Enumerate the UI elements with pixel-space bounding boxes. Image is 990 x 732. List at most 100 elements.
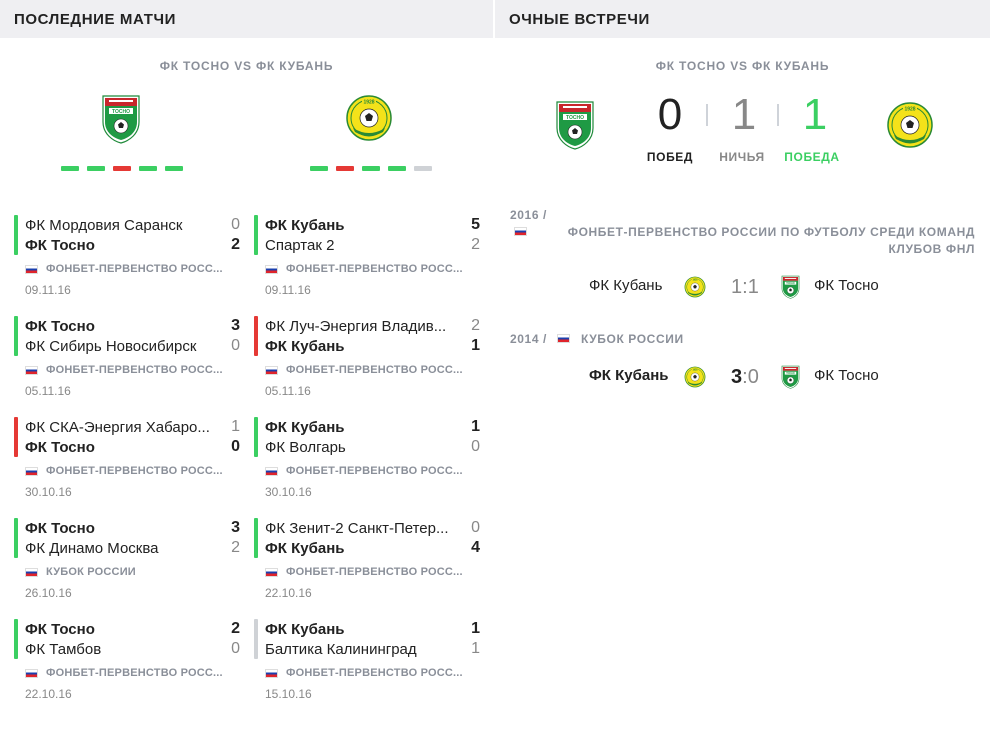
form-result-win bbox=[61, 166, 79, 171]
russia-flag-icon bbox=[265, 365, 278, 375]
team-score: 1 bbox=[471, 418, 480, 435]
form-result-win bbox=[388, 166, 406, 171]
match-item[interactable]: ФК Луч-Энергия Владив... 2 ФК Кубань 1 ФОНБЕ… bbox=[254, 314, 482, 402]
competition[interactable]: ФОНБЕТ-ПЕРВЕНСТВО РОСС... bbox=[25, 667, 241, 679]
score-home: 3 bbox=[731, 366, 743, 388]
form-result-loss bbox=[113, 166, 131, 171]
russia-flag-icon bbox=[25, 264, 38, 274]
match-item[interactable]: ФК СКА-Энергия Хабаро... 1 ФК Тосно 0 ФОНБЕТ… bbox=[14, 415, 242, 503]
result-bar bbox=[14, 619, 18, 659]
result-bar bbox=[254, 518, 258, 558]
team-score: 1 bbox=[471, 337, 480, 354]
away-form-indicator bbox=[310, 166, 432, 171]
team-score: 2 bbox=[231, 236, 240, 253]
game-competition[interactable]: КУБОК РОССИИ bbox=[581, 332, 684, 346]
head-to-head-header: ОЧНЫЕ ВСТРЕЧИ bbox=[495, 0, 990, 38]
competition[interactable]: ФОНБЕТ-ПЕРВЕНСТВО РОСС... bbox=[25, 364, 241, 376]
stat-separator bbox=[706, 104, 708, 126]
competition-name: ФОНБЕТ-ПЕРВЕНСТВО РОСС... bbox=[286, 566, 463, 578]
team-name: ФК Кубань bbox=[265, 419, 345, 436]
match-item[interactable]: ФК Кубань 1 Балтика Калининград 1 ФОНБЕТ-ПЕР… bbox=[254, 617, 482, 705]
result-bar bbox=[254, 619, 258, 659]
competition[interactable]: ФОНБЕТ-ПЕРВЕНСТВО РОСС... bbox=[265, 566, 481, 578]
match-item[interactable]: ФК Зенит-2 Санкт-Петер... 0 ФК Кубань 4 ФОНБ… bbox=[254, 516, 482, 604]
competition-name: ФОНБЕТ-ПЕРВЕНСТВО РОСС... bbox=[286, 667, 463, 679]
home-form-indicator bbox=[61, 166, 183, 171]
team-score: 0 bbox=[471, 438, 480, 455]
competition-line: ФОНБЕТ-ПЕРВЕНСТВО РОССИИ ПО ФУТБОЛУ СРЕД… bbox=[567, 225, 975, 239]
match-item[interactable]: ФК Мордовия Саранск 0 ФК Тосно 2 ФОНБЕТ-ПЕРВ… bbox=[14, 213, 242, 301]
match-item[interactable]: ФК Тосно 2 ФК Тамбов 0 ФОНБЕТ-ПЕРВЕНСТВО РОС… bbox=[14, 617, 242, 705]
game-home-team[interactable]: ФК Кубань bbox=[589, 277, 663, 294]
team-name: ФК Луч-Энергия Владив... bbox=[265, 318, 447, 335]
competition[interactable]: ФОНБЕТ-ПЕРВЕНСТВО РОСС... bbox=[265, 667, 481, 679]
match-item[interactable]: ФК Кубань 1 ФК Волгарь 0 ФОНБЕТ-ПЕРВЕНСТВО Р… bbox=[254, 415, 482, 503]
team-name: ФК Тосно bbox=[25, 237, 95, 254]
tosno-crest-icon bbox=[781, 364, 800, 389]
team-score: 0 bbox=[231, 216, 240, 233]
match-date: 30.10.16 bbox=[265, 485, 312, 499]
team-name: ФК Тосно bbox=[25, 439, 95, 456]
match-item[interactable]: ФК Тосно 3 ФК Динамо Москва 2 КУБОК РОССИИ 26… bbox=[14, 516, 242, 604]
team-name: ФК Мордовия Саранск bbox=[25, 217, 183, 234]
competition[interactable]: ФОНБЕТ-ПЕРВЕНСТВО РОСС... bbox=[265, 465, 481, 477]
competition-name: ФОНБЕТ-ПЕРВЕНСТВО РОСС... bbox=[46, 667, 223, 679]
result-bar bbox=[14, 518, 18, 558]
competition[interactable]: ФОНБЕТ-ПЕРВЕНСТВО РОСС... bbox=[265, 263, 481, 275]
result-bar bbox=[254, 417, 258, 457]
game-score[interactable]: 1:1 bbox=[731, 276, 759, 298]
match-date: 26.10.16 bbox=[25, 586, 72, 600]
head-to-head-panel: ОЧНЫЕ ВСТРЕЧИ ФК ТОСНО VS ФК КУБАНЬ 0 1 … bbox=[495, 0, 990, 732]
russia-flag-icon bbox=[265, 264, 278, 274]
match-item[interactable]: ФК Кубань 5 Спартак 2 2 ФОНБЕТ-ПЕРВЕНСТВО РО… bbox=[254, 213, 482, 301]
match-item[interactable]: ФК Тосно 3 ФК Сибирь Новосибирск 0 ФОНБЕТ-ПЕ… bbox=[14, 314, 242, 402]
team-name: ФК Кубань bbox=[265, 540, 345, 557]
kuban-crest-icon[interactable] bbox=[345, 94, 393, 142]
head-to-head-subtitle: ФК ТОСНО VS ФК КУБАНЬ bbox=[655, 59, 830, 73]
competition[interactable]: КУБОК РОССИИ bbox=[25, 566, 241, 578]
team-score: 1 bbox=[471, 620, 480, 637]
competition-name: ФОНБЕТ-ПЕРВЕНСТВО РОСС... bbox=[46, 364, 223, 376]
team-name: ФК Сибирь Новосибирск bbox=[25, 338, 197, 355]
game-score[interactable]: 3:0 bbox=[731, 366, 759, 388]
competition-name: ФОНБЕТ-ПЕРВЕНСТВО РОСС... bbox=[286, 263, 463, 275]
form-result-win bbox=[310, 166, 328, 171]
game-home-team[interactable]: ФК Кубань bbox=[589, 367, 669, 384]
team-name: ФК Кубань bbox=[265, 621, 345, 638]
match-date: 05.11.16 bbox=[265, 384, 311, 398]
russia-flag-icon bbox=[25, 567, 38, 577]
match-date: 15.10.16 bbox=[265, 687, 312, 701]
tosno-crest-icon[interactable] bbox=[101, 92, 141, 144]
team-name: ФК Тосно bbox=[25, 621, 95, 638]
home-wins-label: ПОБЕД bbox=[646, 150, 694, 164]
game-competition[interactable]: ФОНБЕТ-ПЕРВЕНСТВО РОССИИ ПО ФУТБОЛУ СРЕД… bbox=[555, 224, 975, 258]
team-score: 0 bbox=[231, 640, 240, 657]
kuban-crest-icon[interactable] bbox=[886, 101, 934, 149]
match-date: 09.11.16 bbox=[265, 283, 311, 297]
team-score: 0 bbox=[231, 438, 240, 455]
competition-name: ФОНБЕТ-ПЕРВЕНСТВО РОСС... bbox=[286, 364, 463, 376]
competition[interactable]: ФОНБЕТ-ПЕРВЕНСТВО РОСС... bbox=[25, 465, 241, 477]
stat-separator bbox=[777, 104, 779, 126]
game-away-team[interactable]: ФК Тосно bbox=[814, 367, 879, 384]
team-name: ФК Кубань bbox=[265, 217, 345, 234]
form-result-win bbox=[362, 166, 380, 171]
competition[interactable]: ФОНБЕТ-ПЕРВЕНСТВО РОСС... bbox=[265, 364, 481, 376]
team-name: Спартак 2 bbox=[265, 237, 335, 254]
team-name: ФК Тосно bbox=[25, 520, 95, 537]
competition-name: КУБОК РОССИИ bbox=[46, 566, 136, 578]
russia-flag-icon bbox=[265, 668, 278, 678]
team-name: ФК Зенит-2 Санкт-Петер... bbox=[265, 520, 449, 537]
recent-matches-header: ПОСЛЕДНИЕ МАТЧИ bbox=[0, 0, 493, 38]
game-year: 2016 / bbox=[510, 208, 547, 222]
game-away-team[interactable]: ФК Тосно bbox=[814, 277, 879, 294]
tosno-crest-icon[interactable] bbox=[555, 98, 595, 150]
kuban-crest-icon bbox=[684, 366, 706, 388]
form-result-win bbox=[139, 166, 157, 171]
team-name: ФК Тамбов bbox=[25, 641, 102, 658]
competition[interactable]: ФОНБЕТ-ПЕРВЕНСТВО РОСС... bbox=[25, 263, 241, 275]
team-score: 5 bbox=[471, 216, 480, 233]
team-name: Балтика Калининград bbox=[265, 641, 417, 658]
result-bar bbox=[14, 316, 18, 356]
form-result-draw bbox=[414, 166, 432, 171]
